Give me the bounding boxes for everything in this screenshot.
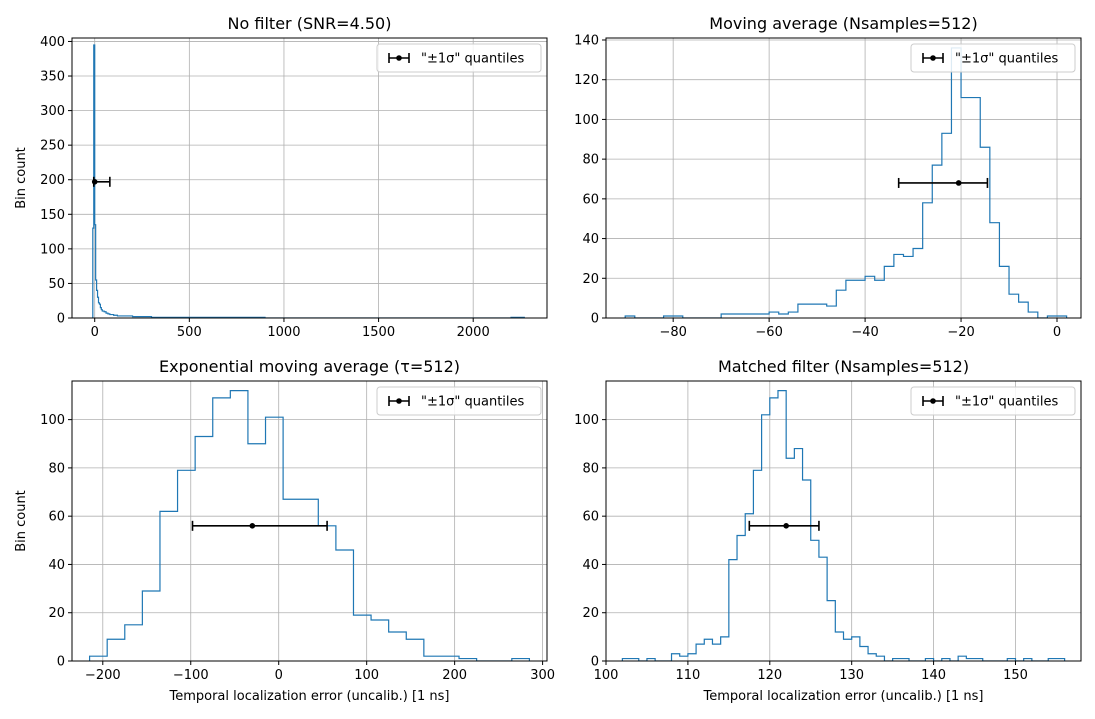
legend: "±1σ" quantiles	[376, 386, 542, 416]
histogram-series	[88, 390, 531, 661]
legend-errorbar-point	[930, 55, 936, 61]
y-tick-label: 0	[57, 655, 65, 670]
x-axis-label: Temporal localization error (uncalib.) […	[168, 689, 449, 704]
chart-panel-2: −80 −60 −40 −20 0 0 20 40 60 80 100 120 140 Moving av…	[574, 14, 1082, 340]
x-tick-label: 300	[530, 668, 555, 683]
y-tick-label: 300	[40, 104, 65, 119]
legend-label: "±1σ" quantiles	[955, 395, 1059, 410]
y-axis-label: Bin count	[14, 147, 29, 209]
legend: "±1σ" quantiles	[376, 43, 542, 73]
y-tick-label: 400	[40, 35, 65, 50]
y-tick-label: 0	[591, 312, 599, 327]
errorbar-point	[783, 523, 789, 529]
legend-errorbar-point	[930, 398, 936, 404]
y-tick-label: 140	[574, 33, 599, 48]
x-tick-label: 0	[1053, 325, 1061, 340]
y-tick-label: 120	[574, 73, 599, 88]
x-tick-label: 0	[275, 668, 283, 683]
chart-panel-3: −200 −100 0 100 200 300 0 20 40 60 80 100 Exponentia…	[14, 357, 555, 704]
y-tick-label: 20	[48, 606, 65, 621]
chart-panel-4: 100 110 120 130 140 150 0 20 40 60 80 100 Matched fi…	[574, 357, 1082, 704]
chart-title: No filter (SNR=4.50)	[228, 14, 392, 33]
x-axis-label: Temporal localization error (uncalib.) […	[702, 689, 983, 704]
legend-box	[910, 386, 1076, 416]
x-tick-label: 100	[594, 668, 619, 683]
y-tick-label: 150	[40, 208, 65, 223]
x-tick-label: 1500	[362, 325, 395, 340]
x-tick-label: 0	[91, 325, 99, 340]
y-tick-label: 20	[582, 272, 599, 287]
axes-frame	[71, 380, 548, 662]
y-tick-label: 80	[582, 153, 599, 168]
x-tick-label: −60	[755, 325, 782, 340]
x-tick-label: −200	[85, 668, 121, 683]
legend-box	[910, 43, 1076, 73]
x-tick-label: −80	[659, 325, 686, 340]
y-tick-label: 0	[57, 312, 65, 327]
axes-frame	[605, 380, 1082, 662]
legend-errorbar-point	[396, 55, 402, 61]
y-tick-label: 350	[40, 70, 65, 85]
y-axis-label: Bin count	[14, 490, 29, 552]
legend-label: "±1σ" quantiles	[421, 52, 525, 67]
legend-label: "±1σ" quantiles	[421, 395, 525, 410]
y-tick-label: 40	[48, 558, 65, 573]
y-tick-label: 40	[582, 232, 599, 247]
legend-errorbar-point	[396, 398, 402, 404]
y-tick-label: 250	[40, 139, 65, 154]
x-tick-label: 150	[1003, 668, 1028, 683]
chart-title: Matched filter (Nsamples=512)	[718, 357, 969, 376]
x-tick-label: 110	[675, 668, 700, 683]
y-tick-label: 50	[48, 277, 65, 292]
y-tick-label: 100	[574, 113, 599, 128]
y-tick-label: 80	[48, 461, 65, 476]
x-tick-label: 100	[354, 668, 379, 683]
errorbar-point	[249, 523, 256, 529]
errorbar-point	[91, 179, 98, 185]
x-tick-label: 200	[442, 668, 467, 683]
y-tick-label: 60	[582, 192, 599, 207]
histogram-series	[624, 47, 1068, 318]
x-tick-label: −40	[851, 325, 878, 340]
y-tick-label: 60	[582, 510, 599, 525]
legend-box	[376, 43, 542, 73]
legend: "±1σ" quantiles	[910, 43, 1076, 73]
y-tick-label: 0	[591, 655, 599, 670]
chart-title: Moving average (Nsamples=512)	[709, 14, 977, 33]
legend-label: "±1σ" quantiles	[955, 52, 1059, 67]
x-tick-label: 140	[921, 668, 946, 683]
legend: "±1σ" quantiles	[910, 386, 1076, 416]
histogram-series	[92, 44, 525, 318]
legend-box	[376, 386, 542, 416]
chart-title: Exponential moving average (τ=512)	[159, 357, 460, 376]
axes-frame	[605, 37, 1082, 319]
x-tick-label: 120	[757, 668, 782, 683]
y-tick-label: 20	[582, 606, 599, 621]
histogram-series	[621, 390, 1066, 661]
x-tick-label: −100	[173, 668, 209, 683]
y-tick-label: 40	[582, 558, 599, 573]
y-tick-label: 100	[40, 413, 65, 428]
axes-frame	[71, 37, 548, 319]
x-tick-label: 130	[839, 668, 864, 683]
x-tick-label: 500	[177, 325, 202, 340]
chart-panel-1: 0 500 1000 1500 2000 0 50 100 150 200 250 300 350 400…	[14, 14, 548, 340]
y-tick-label: 100	[574, 413, 599, 428]
x-tick-label: −20	[947, 325, 974, 340]
y-tick-label: 80	[582, 461, 599, 476]
y-tick-label: 200	[40, 173, 65, 188]
y-tick-label: 60	[48, 510, 65, 525]
errorbar-point	[955, 180, 962, 186]
x-tick-label: 1000	[267, 325, 300, 340]
y-tick-label: 100	[40, 242, 65, 257]
x-tick-label: 2000	[457, 325, 490, 340]
